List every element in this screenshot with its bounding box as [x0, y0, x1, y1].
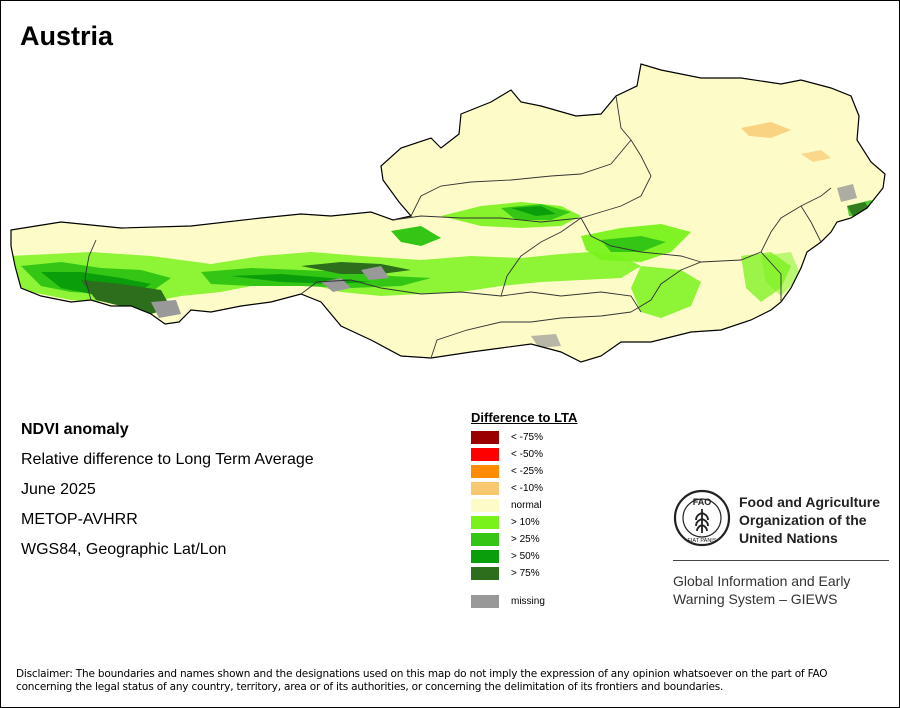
- legend-swatch: [471, 516, 499, 529]
- product-date: June 2025: [21, 481, 96, 498]
- fao-divider: [673, 560, 889, 561]
- province-boundaries: [84, 95, 832, 359]
- legend-item: < -25%: [471, 463, 577, 480]
- map-info: NDVI anomaly Relative difference to Long…: [21, 415, 314, 565]
- legend-swatch: [471, 499, 499, 512]
- giews-name: Global Information and Early Warning Sys…: [673, 572, 850, 608]
- legend-label-missing: missing: [511, 596, 545, 607]
- fao-org-line: Organization of the: [739, 512, 867, 528]
- fao-org-line: Food and Agriculture: [739, 494, 881, 510]
- fao-org-name: Food and Agriculture Organization of the…: [739, 493, 880, 547]
- ndvi-anomaly-map: [10, 63, 886, 363]
- product-projection: WGS84, Geographic Lat/Lon: [21, 541, 227, 558]
- legend-label: normal: [511, 500, 542, 511]
- legend-item: > 50%: [471, 548, 577, 565]
- legend-label: < -10%: [511, 483, 543, 494]
- legend-label: > 75%: [511, 568, 540, 579]
- legend-items: < -75% < -50% < -25% < -10% normal > 10%…: [471, 429, 577, 582]
- legend: Difference to LTA < -75% < -50% < -25% <…: [471, 410, 577, 610]
- legend-swatch-missing: [471, 595, 499, 608]
- fao-emblem-icon: FAO FIAT PANIS: [673, 489, 731, 547]
- legend-label: < -50%: [511, 449, 543, 460]
- legend-label: > 10%: [511, 517, 540, 528]
- giews-line: Warning System – GIEWS: [673, 591, 838, 607]
- legend-swatch: [471, 448, 499, 461]
- product-subtitle: Relative difference to Long Term Average: [21, 451, 314, 468]
- disclaimer: Disclaimer: The boundaries and names sho…: [16, 668, 828, 693]
- giews-line: Global Information and Early: [673, 573, 851, 589]
- legend-swatch: [471, 533, 499, 546]
- fao-org-line: United Nations: [739, 530, 838, 546]
- product-title: NDVI anomaly: [21, 421, 129, 438]
- legend-item: < -10%: [471, 480, 577, 497]
- map-title: Austria: [20, 21, 114, 51]
- legend-item: < -50%: [471, 446, 577, 463]
- legend-item: normal: [471, 497, 577, 514]
- legend-swatch: [471, 482, 499, 495]
- legend-label: > 25%: [511, 534, 540, 545]
- legend-swatch: [471, 567, 499, 580]
- legend-swatch: [471, 550, 499, 563]
- fao-emblem-letters: FAO: [693, 497, 712, 507]
- legend-swatch: [471, 431, 499, 444]
- legend-item: > 75%: [471, 565, 577, 582]
- fao-emblem-motto: FIAT PANIS: [687, 538, 716, 544]
- legend-title: Difference to LTA: [471, 410, 578, 425]
- legend-item: > 10%: [471, 514, 577, 531]
- legend-item: > 25%: [471, 531, 577, 548]
- legend-item-missing: missing: [471, 593, 577, 610]
- legend-swatch: [471, 465, 499, 478]
- legend-item: < -75%: [471, 429, 577, 446]
- austria-land: [11, 64, 885, 362]
- legend-label: < -75%: [511, 432, 543, 443]
- legend-label: < -25%: [511, 466, 543, 477]
- legend-label: > 50%: [511, 551, 540, 562]
- product-sensor: METOP-AVHRR: [21, 511, 138, 528]
